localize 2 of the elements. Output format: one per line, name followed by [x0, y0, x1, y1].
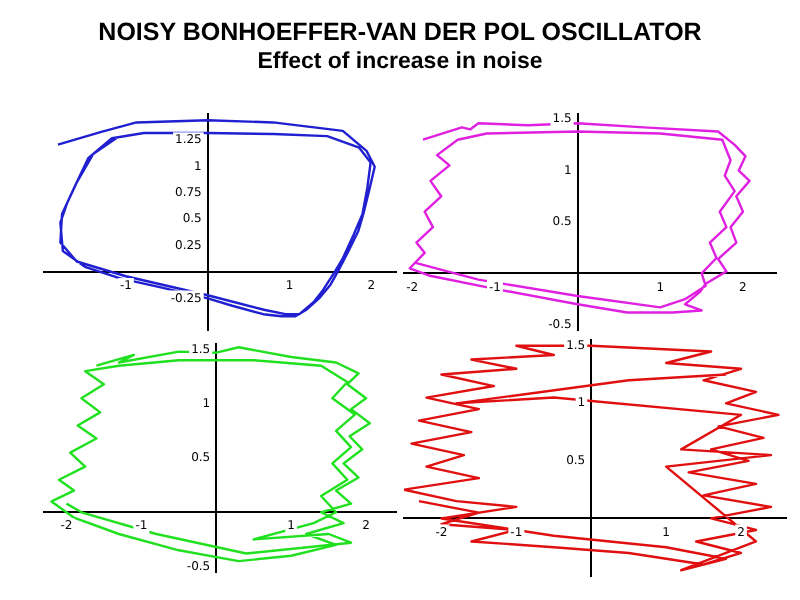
- chart-title: NOISY BONHOEFFER-VAN DER POL OSCILLATOR: [96, 18, 704, 46]
- chart-subtitle: Effect of increase in noise: [255, 50, 545, 74]
